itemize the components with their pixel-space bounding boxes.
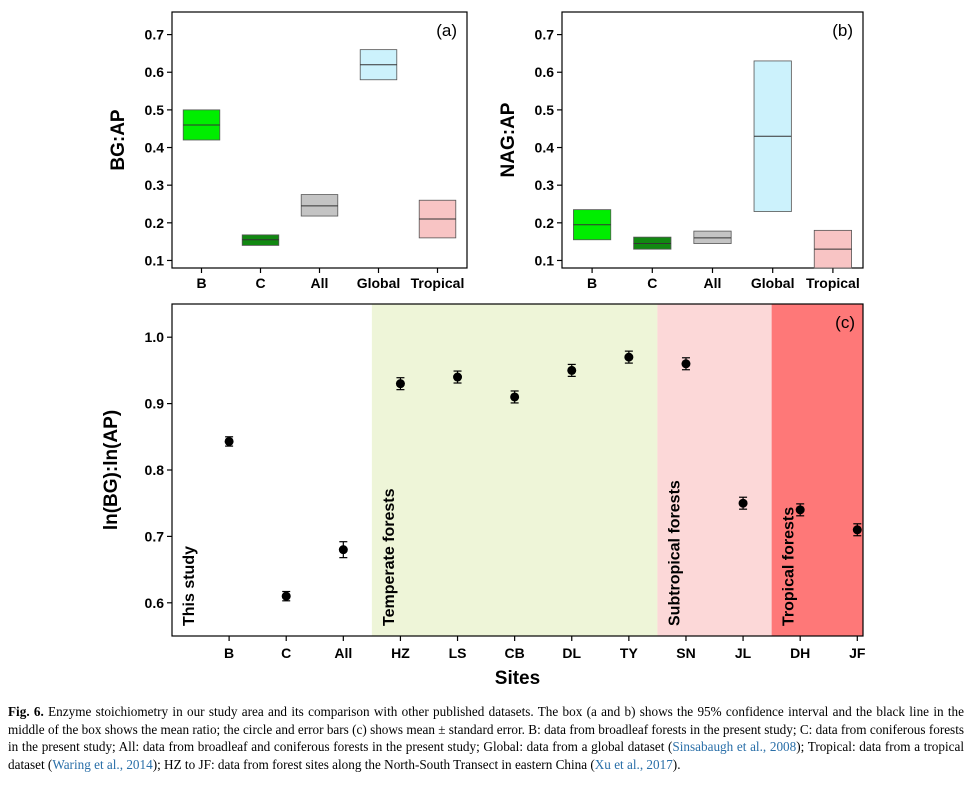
mean-point-ls (453, 372, 463, 382)
figure-6: 0.1 0.2 0.3 0.4 0.5 0.6 0.7 B C All Global Tropical… (101, 11, 866, 689)
caption-ref-xu[interactable]: Xu et al., 2017 (594, 756, 673, 772)
y-axis-label: NAG:AP (498, 102, 519, 177)
region-bg-tropical-forests (771, 304, 863, 636)
mean-point-jl (738, 498, 748, 508)
y-tick-label: 0.6 (145, 595, 165, 611)
mean-point-jf (852, 525, 862, 535)
y-tick-label: 0.4 (535, 140, 555, 156)
y-tick-label: 0.2 (535, 215, 555, 231)
x-tick-label-tropical: Tropical (806, 275, 860, 291)
y-tick-label: 0.7 (145, 528, 165, 544)
ci-box-all (300, 194, 339, 217)
y-tick-label: 0.1 (145, 252, 165, 268)
mean-point-sn (681, 359, 691, 369)
panel-c-ln-ratio: This study Temperate forests Subtropical f… (101, 303, 866, 689)
x-tick-label-cb: CB (505, 645, 525, 661)
x-tick-label-hz: HZ (391, 645, 410, 661)
y-tick-label: 0.6 (535, 64, 555, 80)
y-tick-label: 0.3 (145, 177, 165, 193)
panel-label: (b) (832, 21, 853, 40)
plot-frame (561, 11, 864, 269)
x-tick-label-all: All (704, 275, 722, 291)
figure-caption: Fig. 6. Enzyme stoichiometry in our stud… (8, 703, 964, 773)
x-tick-label-c: C (255, 275, 265, 291)
plot-frame (171, 11, 468, 269)
y-tick-label: 0.5 (535, 102, 555, 118)
caption-text-3: ); HZ to JF: data from forest sites alon… (152, 756, 595, 772)
x-tick-label-dh: DH (790, 645, 810, 661)
x-tick-label-c: C (281, 645, 291, 661)
x-tick-label-all: All (311, 275, 329, 291)
panel-label: (c) (835, 313, 855, 332)
x-tick-label-c: C (647, 275, 657, 291)
mean-point-b (224, 436, 234, 446)
x-tick-label-global: Global (357, 275, 401, 291)
caption-text-1: Enzyme stoichiometry in our study area a… (8, 704, 964, 754)
y-tick-label: 0.2 (145, 215, 165, 231)
caption-label: Fig. 6. (8, 704, 44, 719)
x-axis-label: Sites (495, 668, 540, 689)
region-label-subtropical-forests: Subtropical forests (666, 480, 683, 626)
y-tick-label: 1.0 (145, 329, 165, 345)
x-tick-label-jf: JF (849, 645, 866, 661)
mean-point-ty (624, 352, 634, 362)
mean-point-dh (795, 505, 805, 515)
y-tick-label: 0.4 (145, 140, 165, 156)
x-tick-label-dl: DL (562, 645, 581, 661)
x-tick-label-ty: TY (620, 645, 639, 661)
y-tick-label: 0.1 (535, 252, 555, 268)
mean-point-c (281, 591, 291, 601)
y-tick-label: 0.7 (535, 27, 555, 43)
caption-text-4: ). (672, 756, 681, 772)
caption-ref-waring[interactable]: Waring et al., 2014 (52, 756, 153, 772)
x-tick-label-all: All (334, 645, 352, 661)
y-axis-label: ln(BG):ln(AP) (101, 410, 122, 530)
region-label-tropical-forests: Tropical forests (781, 507, 798, 626)
x-tick-label-b: B (196, 275, 206, 291)
x-tick-label-b: B (224, 645, 234, 661)
region-label-this-study: This study (181, 546, 198, 626)
panel-label: (a) (436, 21, 457, 40)
x-tick-label-jl: JL (735, 645, 752, 661)
panel-b-nag-ap: 0.1 0.2 0.3 0.4 0.5 0.6 0.7 B C All Global Tropical… (498, 11, 864, 291)
y-tick-label: 0.7 (145, 27, 165, 43)
region-bg-this-study (172, 304, 372, 636)
panel-a-bg-ap: 0.1 0.2 0.3 0.4 0.5 0.6 0.7 B C All Global Tropical… (108, 11, 468, 291)
region-bg-temperate-forests (371, 304, 658, 636)
y-tick-label: 0.9 (145, 396, 165, 412)
region-label-temperate-forests: Temperate forests (381, 488, 398, 626)
ci-box-all (693, 230, 732, 244)
mean-point-hz (395, 379, 405, 389)
x-tick-label-global: Global (751, 275, 795, 291)
caption-text-2: ); Tropical: data from a tropical datase… (8, 739, 965, 772)
x-tick-label-tropical: Tropical (411, 275, 465, 291)
region-bg-subtropical-forests (657, 304, 772, 636)
mean-point-cb (510, 392, 520, 402)
y-tick-label: 0.5 (145, 102, 165, 118)
caption-ref-sinsabaugh[interactable]: Sinsabaugh et al., 2008 (672, 739, 797, 754)
x-tick-label-sn: SN (676, 645, 695, 661)
x-tick-label-b: B (587, 275, 597, 291)
x-tick-label-ls: LS (449, 645, 467, 661)
y-axis-label: BG:AP (108, 109, 129, 171)
mean-point-all (338, 545, 348, 555)
mean-point-dl (567, 365, 577, 375)
y-tick-label: 0.6 (145, 64, 165, 80)
y-tick-label: 0.3 (535, 177, 555, 193)
y-tick-label: 0.8 (145, 462, 165, 478)
